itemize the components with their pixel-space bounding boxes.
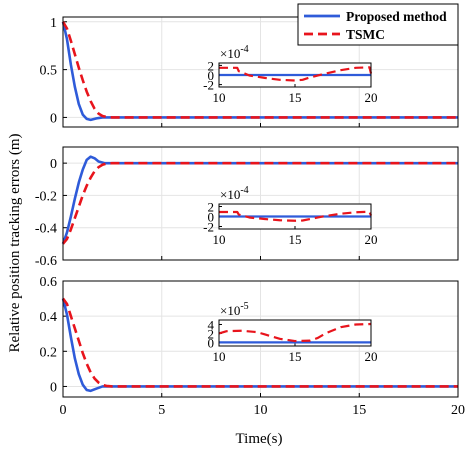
series-tsmc-line [61,297,458,388]
y-tick-label: 1 [50,16,57,31]
inset-y-tick-label: 2 [208,58,215,73]
inset-exponent-value: -5 [240,301,248,312]
inset-exponent-label: ×10-4 [220,44,249,61]
legend-label-1: Proposed method [346,9,447,24]
inset-exponent-label: ×10-5 [220,301,249,318]
y-tick-label: 0 [50,157,57,172]
inset-y-tick-label: 0 [208,210,215,225]
inset-x-tick-label: 15 [289,349,302,364]
inset-exponent-value: -4 [240,44,248,55]
y-tick-label: -0.6 [35,254,57,269]
y-axis-label: Relative position tracking errors (m) [7,133,23,352]
inset-x-tick-label: 20 [365,349,378,364]
y-tick-label: 0 [50,111,57,126]
y-tick-label: 0 [50,380,57,395]
x-tick-label: 20 [451,403,465,418]
plot-frame [62,280,459,398]
inset-y-tick-label: 2 [208,326,215,341]
plot-frame [62,146,459,261]
series-tsmc-line [61,21,458,119]
inset-x-tick-label: 20 [365,232,378,247]
legend: Proposed method TSMC [297,3,459,46]
inset-y-tick-label: 0 [208,335,215,350]
inset-x-tick-label: 10 [213,349,226,364]
x-tick-label: 5 [158,403,165,418]
inset-x-tick-label: 15 [289,90,302,105]
inset-series-tsmc-line [218,322,372,343]
x-axis-label: Time(s) [236,431,283,447]
inset-frame [218,62,372,88]
legend-box [297,3,459,46]
x-tick-label: 10 [254,403,268,418]
inset-y-tick-label: -2 [203,78,214,93]
inset-frame [218,203,372,230]
inset-x-tick-label: 10 [213,90,226,105]
x-tick-label: 15 [352,403,366,418]
inset-exponent-value: -4 [240,185,248,196]
y-tick-label: 0.2 [40,345,58,360]
inset-frame [218,319,372,347]
y-tick-label: 0.4 [40,310,58,325]
series-tsmc-line [61,161,458,245]
inset-x-tick-label: 15 [289,232,302,247]
y-tick-label: 0.6 [40,275,58,290]
inset-y-tick-label: 0 [208,68,215,83]
plot-frame [62,16,459,128]
x-tick-label: 0 [60,403,67,418]
inset-y-tick-label: 2 [208,200,215,215]
legend-label-2: TSMC [346,27,385,42]
y-tick-label: 0.5 [40,64,58,79]
y-tick-label: -0.2 [35,189,57,204]
inset-exponent-label: ×10-4 [220,185,249,202]
y-tick-label: -0.4 [35,222,57,237]
inset-y-tick-label: 4 [208,317,215,332]
inset-x-tick-label: 20 [365,90,378,105]
inset-x-tick-label: 10 [213,232,226,247]
inset-y-tick-label: -2 [203,220,214,235]
